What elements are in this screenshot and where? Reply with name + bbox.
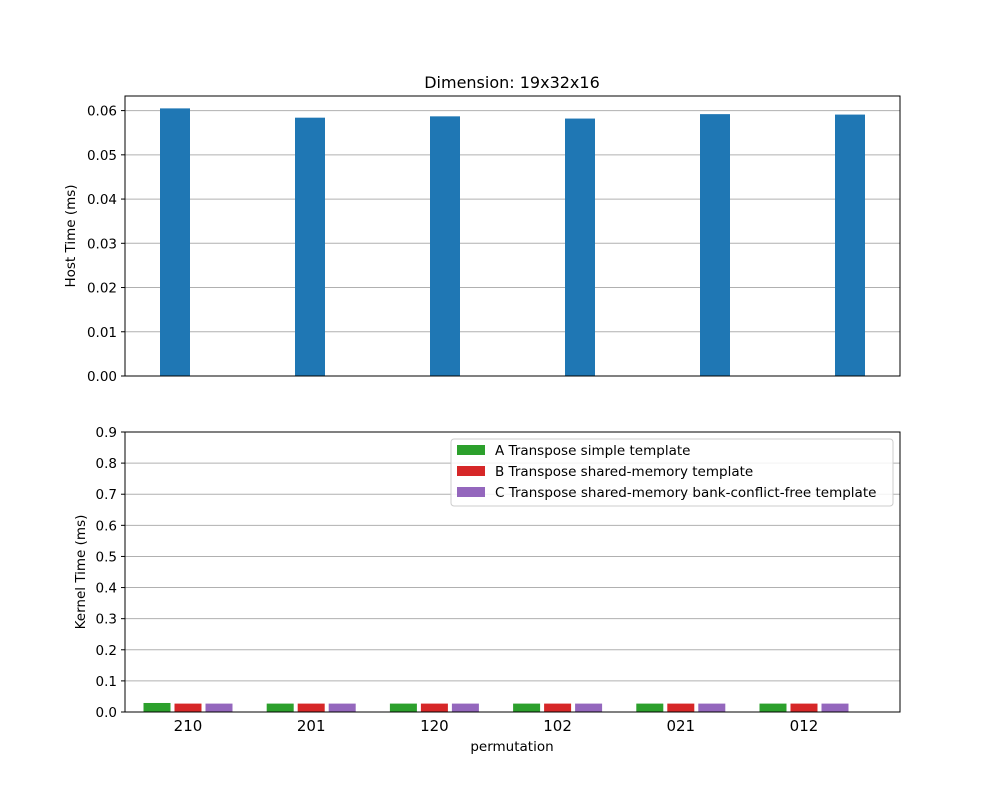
- host-time-y-tick-label: 0.06: [87, 104, 117, 120]
- kernel-time-x-tick-label: 120: [420, 717, 449, 735]
- host-time-chart-title: Dimension: 19x32x16: [424, 73, 600, 92]
- kernel-time-y-tick-label: 0.3: [96, 612, 117, 628]
- host-time-bar-102: [565, 118, 595, 377]
- kernel-time-x-tick-label: 021: [666, 717, 695, 735]
- kernel-time-bars: [143, 702, 849, 712]
- host-time-y-tick-label: 0.05: [87, 148, 117, 164]
- kernel-time-bar-a-102: [513, 703, 541, 712]
- kernel-time-x-tick-label: 102: [543, 717, 572, 735]
- kernel-time-bar-a-120: [389, 703, 417, 712]
- host-time-y-tick-label: 0.02: [87, 281, 117, 297]
- kernel-time-legend: A Transpose simple template B Transpose s…: [450, 438, 894, 507]
- legend-box: [450, 438, 894, 507]
- legend-label: C Transpose shared-memory bank-conflict-…: [495, 485, 876, 501]
- kernel-time-y-tick-label: 0.0: [96, 705, 117, 721]
- kernel-time-y-tick-label: 0.9: [96, 425, 117, 441]
- kernel-time-y-ticks: 0.0 0.1 0.2 0.3 0.4 0.5 0.6 0.7 0.8 0.9: [96, 425, 125, 721]
- kernel-time-x-tick-label: 210: [174, 717, 203, 735]
- kernel-time-bar-a-021: [636, 703, 664, 712]
- kernel-time-y-axis-label: Kernel Time (ms): [73, 515, 89, 630]
- legend-swatch: [457, 445, 485, 455]
- kernel-time-y-tick-label: 0.5: [96, 549, 117, 565]
- kernel-time-bar-c-201: [328, 703, 356, 712]
- kernel-time-y-tick-label: 0.1: [96, 674, 117, 690]
- kernel-time-bar-a-012: [759, 703, 787, 712]
- kernel-time-x-tick-label: 012: [790, 717, 819, 735]
- legend-items: A Transpose simple template B Transpose s…: [457, 443, 876, 501]
- host-time-bar-012: [835, 114, 865, 377]
- kernel-time-bar-c-102: [575, 703, 603, 712]
- kernel-time-y-tick-label: 0.2: [96, 643, 117, 659]
- host-time-y-tick-label: 0.01: [87, 325, 117, 341]
- kernel-time-x-tick-label: 201: [297, 717, 326, 735]
- kernel-time-bar-a-201: [266, 703, 294, 712]
- host-time-bar-021: [700, 114, 730, 376]
- kernel-time-bar-c-021: [698, 703, 726, 712]
- host-time-bar-210: [160, 108, 190, 376]
- kernel-time-bar-b-102: [544, 703, 572, 712]
- kernel-time-bar-c-210: [205, 703, 233, 712]
- host-time-gridlines: [125, 110, 900, 377]
- kernel-time-y-tick-label: 0.6: [96, 518, 117, 534]
- host-time-plot-frame: [124, 95, 901, 377]
- host-time-y-tick-label: 0.00: [87, 369, 117, 385]
- kernel-time-chart: 0.0 0.1 0.2 0.3 0.4 0.5 0.6 0.7 0.8 0.9 210 201 120…: [73, 425, 901, 755]
- kernel-time-bar-b-012: [790, 703, 818, 712]
- kernel-time-bar-b-021: [667, 703, 695, 712]
- host-time-bar-201: [295, 117, 325, 377]
- host-time-bar-120: [430, 116, 460, 377]
- host-time-y-ticks: 0.00 0.01 0.02 0.03 0.04 0.05 0.06: [87, 104, 125, 385]
- legend-label: B Transpose shared-memory template: [495, 464, 753, 480]
- kernel-time-y-tick-label: 0.8: [96, 456, 117, 472]
- host-time-bars: [160, 108, 865, 377]
- kernel-time-bar-c-120: [451, 703, 479, 712]
- host-time-y-tick-label: 0.04: [87, 192, 117, 208]
- kernel-time-y-tick-label: 0.4: [96, 581, 117, 597]
- kernel-time-bar-b-201: [297, 703, 325, 712]
- kernel-time-bar-b-210: [174, 703, 202, 712]
- host-time-y-tick-label: 0.03: [87, 236, 117, 252]
- kernel-time-y-tick-label: 0.7: [96, 487, 117, 503]
- kernel-time-bar-b-120: [420, 703, 448, 712]
- kernel-time-x-ticks: 210 201 120 102 021 012: [174, 717, 819, 735]
- kernel-time-plot-frame: [124, 431, 901, 713]
- legend-swatch: [457, 466, 485, 476]
- host-time-chart: 0.00 0.01 0.02 0.03 0.04 0.05 0.06 Dimension: …: [63, 73, 901, 385]
- host-time-y-axis-label: Host Time (ms): [63, 184, 79, 287]
- legend-swatch: [457, 487, 485, 497]
- kernel-time-x-axis-label: permutation: [470, 739, 553, 755]
- legend-label: A Transpose simple template: [495, 443, 690, 459]
- kernel-time-bar-a-210: [143, 702, 171, 712]
- kernel-time-bar-c-012: [821, 703, 849, 712]
